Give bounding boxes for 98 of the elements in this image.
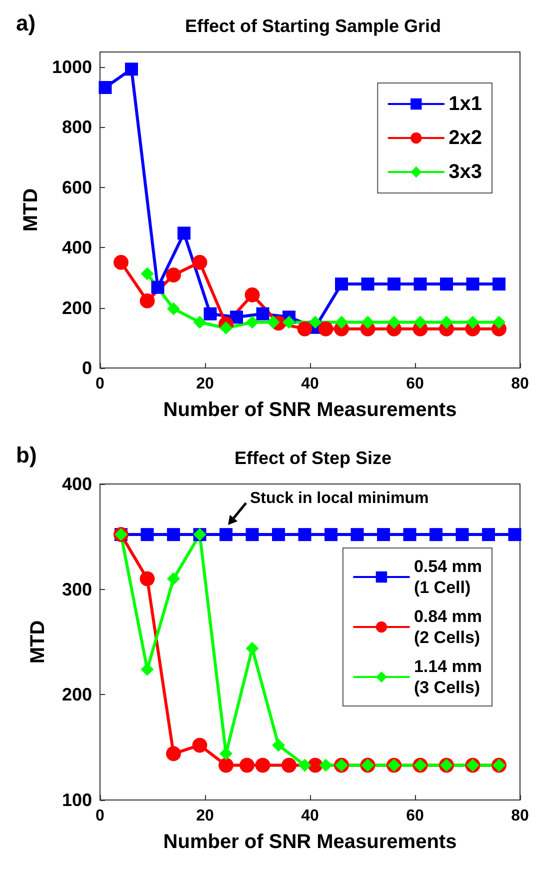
point xyxy=(388,316,400,329)
y-tick-label: 100 xyxy=(62,790,92,810)
point xyxy=(272,528,285,542)
point xyxy=(218,758,234,773)
x-tick-label: 60 xyxy=(406,376,424,392)
point xyxy=(167,302,180,316)
point xyxy=(508,528,522,542)
y-tick-label: 400 xyxy=(62,238,92,258)
point xyxy=(140,571,155,586)
point xyxy=(282,316,296,329)
point xyxy=(193,316,206,329)
point xyxy=(308,316,322,329)
point xyxy=(246,642,259,655)
point xyxy=(318,321,334,336)
y-tick-label: 800 xyxy=(62,117,92,138)
x-tick-label: 20 xyxy=(196,376,214,392)
point xyxy=(440,316,453,329)
point xyxy=(140,267,154,280)
x-tick-label: 20 xyxy=(196,808,214,824)
point xyxy=(297,321,312,336)
text: a) xyxy=(16,10,36,36)
point xyxy=(482,528,495,542)
x-tick-label: 40 xyxy=(301,808,319,824)
point xyxy=(324,528,338,542)
y-tick-label: 200 xyxy=(62,298,92,318)
point xyxy=(255,758,270,773)
point xyxy=(440,278,453,291)
point xyxy=(178,226,190,240)
point xyxy=(246,528,259,542)
y-tick-label: 400 xyxy=(62,474,92,494)
point xyxy=(335,278,348,291)
point xyxy=(456,528,469,542)
point xyxy=(151,280,164,294)
point xyxy=(192,738,208,753)
point xyxy=(282,758,296,773)
point xyxy=(98,81,112,94)
y-tick-label: 300 xyxy=(62,579,92,600)
annotation: Stuck in local minimum xyxy=(250,490,429,508)
point xyxy=(246,316,259,329)
point xyxy=(272,738,285,752)
point xyxy=(230,310,243,324)
x-axis-title: Number of SNR Measurements xyxy=(163,399,457,421)
y-axis-title: MTD xyxy=(27,620,49,664)
point xyxy=(220,321,232,334)
point xyxy=(492,316,506,329)
point xyxy=(220,528,232,542)
point xyxy=(166,746,181,762)
point xyxy=(319,758,332,772)
point xyxy=(414,316,427,329)
x-tick-label: 60 xyxy=(406,808,424,824)
y-tick-label: 0 xyxy=(82,358,92,378)
point xyxy=(204,307,217,320)
chart-title: Effect of Step Size xyxy=(234,448,392,468)
point xyxy=(414,278,427,291)
legend-label: 1x1 xyxy=(448,93,482,115)
point xyxy=(403,528,416,542)
point xyxy=(244,287,260,302)
point xyxy=(335,316,348,329)
x-tick-label: 0 xyxy=(96,376,105,392)
point xyxy=(192,254,208,270)
point xyxy=(377,528,390,542)
chart-title: Effect of Starting Sample Grid xyxy=(184,16,442,36)
legend-label: 1.14 mm (3 Cells) xyxy=(414,657,482,697)
point xyxy=(361,316,374,329)
point xyxy=(140,528,154,542)
point xyxy=(298,758,312,772)
legend-label: 0.54 mm (1 Cell) xyxy=(414,557,482,597)
point xyxy=(361,278,374,291)
point xyxy=(167,528,180,542)
legend-label: 3x3 xyxy=(448,161,482,183)
point xyxy=(220,747,232,760)
point xyxy=(430,528,442,542)
point xyxy=(256,307,270,320)
point xyxy=(140,293,155,308)
y-tick-label: 200 xyxy=(62,684,92,705)
x-axis-title: Number of SNR Measurements xyxy=(163,831,457,853)
x-tick-label: 80 xyxy=(511,808,529,824)
point xyxy=(350,528,364,542)
point xyxy=(240,758,254,773)
x-tick-label: 40 xyxy=(301,376,319,392)
point xyxy=(388,278,400,291)
point xyxy=(466,278,480,291)
y-tick-label: 1000 xyxy=(52,57,92,78)
point xyxy=(466,316,480,329)
legend-label: 2x2 xyxy=(448,127,482,149)
x-tick-label: 0 xyxy=(96,808,105,824)
legend-label: 0.84 mm (2 Cells) xyxy=(414,607,482,647)
y-tick-label: 600 xyxy=(62,177,92,198)
y-axis-title: MTD xyxy=(20,188,42,232)
point xyxy=(114,254,128,270)
point xyxy=(125,62,138,76)
point xyxy=(166,268,181,282)
point xyxy=(492,278,506,291)
point xyxy=(298,528,312,542)
text: b) xyxy=(16,442,37,468)
point xyxy=(266,316,280,329)
point xyxy=(167,572,180,586)
x-tick-label: 80 xyxy=(511,376,529,392)
